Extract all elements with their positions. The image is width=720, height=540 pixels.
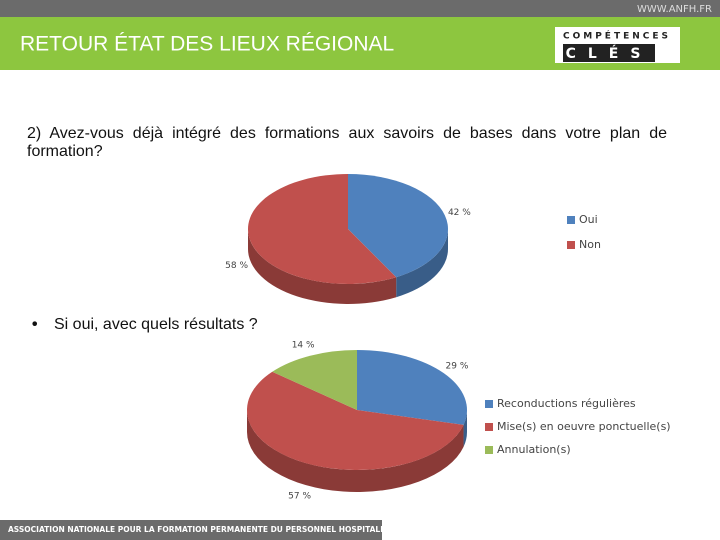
- legend-label: Non: [579, 238, 601, 251]
- footer-bar: [0, 520, 382, 540]
- legend-swatch: [485, 400, 493, 408]
- legend-swatch: [567, 216, 575, 224]
- slice-side: [247, 410, 464, 493]
- data-label: 57 %: [288, 492, 311, 502]
- legend-label: Reconductions régulières: [497, 397, 636, 410]
- question: 2) Avez-vous déjà intégré des formations…: [27, 125, 667, 160]
- slide-title: RETOUR ÉTAT DES LIEUX RÉGIONAL: [20, 33, 394, 56]
- slice-side: [396, 229, 448, 298]
- data-label: 58 %: [225, 261, 248, 271]
- bullet-dot: •: [30, 315, 39, 334]
- slice: [247, 174, 397, 284]
- logo-dark: [563, 44, 655, 62]
- slice-side: [248, 229, 397, 304]
- site-url: WWW.ANFH.FR: [637, 4, 712, 15]
- logo-bottom: CLÉS: [566, 45, 653, 62]
- legend-label: Mise(s) en oeuvre ponctuelle(s): [497, 420, 671, 433]
- legend-swatch: [485, 423, 493, 431]
- data-label: 42 %: [448, 208, 471, 218]
- data-label: 29 %: [446, 361, 469, 371]
- legend-label: Annulation(s): [497, 443, 571, 456]
- bullet-text: Si oui, avec quels résultats ?: [54, 316, 258, 333]
- slice: [272, 350, 357, 410]
- slice: [247, 371, 464, 470]
- slice: [348, 174, 448, 278]
- slice: [357, 350, 467, 425]
- legend-swatch: [567, 241, 575, 249]
- legend-label: Oui: [579, 213, 598, 226]
- data-label: 14 %: [292, 340, 315, 350]
- footer-text: ASSOCIATION NATIONALE POUR LA FORMATION …: [8, 525, 394, 534]
- logo-top: COMPÉTENCES: [563, 30, 671, 42]
- legend-swatch: [485, 446, 493, 454]
- slice-side: [463, 410, 467, 447]
- top-bar: [0, 0, 720, 17]
